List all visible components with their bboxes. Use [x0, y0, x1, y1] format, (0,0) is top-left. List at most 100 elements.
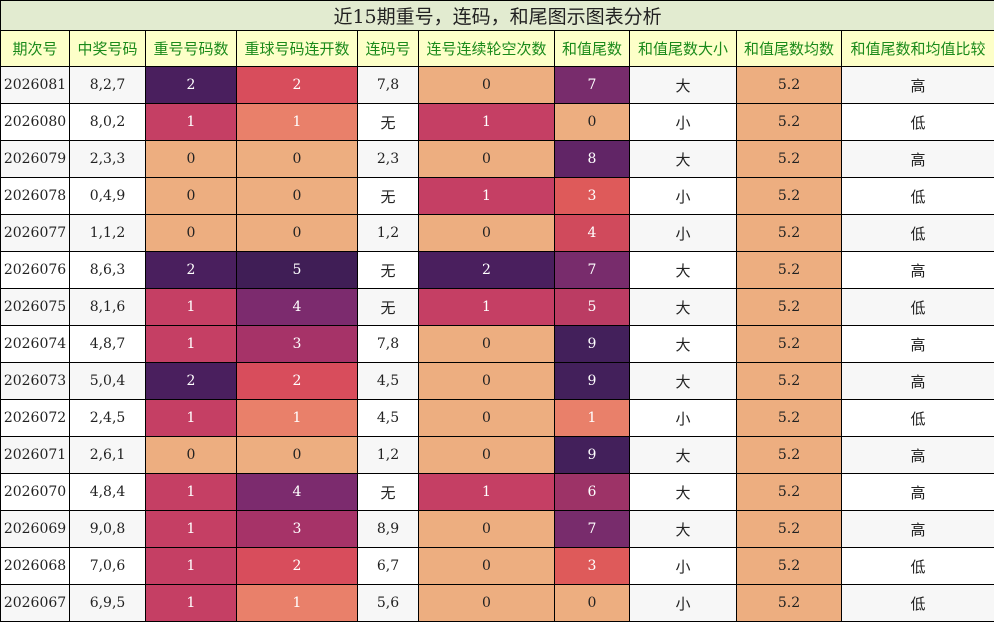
cell-numbers: 7,0,6 [69, 547, 146, 585]
cell-sum-tail: 5 [554, 288, 630, 326]
cell-repeat-streak: 3 [236, 325, 358, 363]
cell-size: 大 [629, 362, 737, 400]
cell-compare: 高 [840, 325, 994, 363]
cell-size: 小 [629, 547, 737, 585]
cell-period: 2026080 [0, 103, 70, 141]
cell-consec: 6,7 [357, 547, 419, 585]
cell-repeat-streak: 2 [236, 547, 358, 585]
cell-compare: 高 [840, 66, 994, 104]
header-avg: 和值尾数均数 [736, 30, 842, 67]
table-row: 2026074 4,8,7 1 3 7,8 0 9 大 5.2 高 [0, 325, 994, 363]
table-row: 2026078 0,4,9 0 0 无 1 3 小 5.2 低 [0, 177, 994, 215]
cell-consec-gap: 0 [418, 510, 555, 548]
cell-period: 2026076 [0, 251, 70, 289]
cell-avg: 5.2 [736, 510, 842, 548]
cell-sum-tail: 8 [554, 140, 630, 178]
cell-repeat-streak: 5 [236, 251, 358, 289]
cell-repeat-count: 1 [145, 325, 237, 363]
cell-compare: 高 [840, 251, 994, 289]
cell-sum-tail: 9 [554, 325, 630, 363]
cell-period: 2026068 [0, 547, 70, 585]
cell-sum-tail: 0 [554, 584, 630, 622]
cell-consec-gap: 0 [418, 399, 555, 437]
cell-consec: 1,2 [357, 214, 419, 252]
cell-repeat-streak: 4 [236, 473, 358, 511]
cell-period: 2026071 [0, 436, 70, 474]
cell-consec-gap: 0 [418, 547, 555, 585]
cell-size: 大 [629, 66, 737, 104]
cell-avg: 5.2 [736, 399, 842, 437]
cell-avg: 5.2 [736, 436, 842, 474]
cell-size: 大 [629, 251, 737, 289]
header-sum-tail: 和值尾数 [554, 30, 630, 67]
table-row: 2026079 2,3,3 0 0 2,3 0 8 大 5.2 高 [0, 140, 994, 178]
cell-numbers: 1,1,2 [69, 214, 146, 252]
cell-repeat-streak: 1 [236, 103, 358, 141]
cell-consec: 7,8 [357, 325, 419, 363]
cell-consec: 4,5 [357, 362, 419, 400]
table-row: 2026071 2,6,1 0 0 1,2 0 9 大 5.2 高 [0, 436, 994, 474]
cell-consec: 无 [357, 177, 419, 215]
cell-sum-tail: 3 [554, 177, 630, 215]
cell-compare: 低 [840, 288, 994, 326]
cell-avg: 5.2 [736, 473, 842, 511]
cell-size: 大 [629, 436, 737, 474]
cell-period: 2026075 [0, 288, 70, 326]
cell-repeat-count: 1 [145, 510, 237, 548]
cell-size: 小 [629, 214, 737, 252]
cell-numbers: 5,0,4 [69, 362, 146, 400]
cell-size: 小 [629, 177, 737, 215]
cell-sum-tail: 7 [554, 510, 630, 548]
cell-repeat-streak: 4 [236, 288, 358, 326]
cell-period: 2026070 [0, 473, 70, 511]
cell-size: 大 [629, 325, 737, 363]
cell-compare: 高 [840, 362, 994, 400]
cell-numbers: 8,0,2 [69, 103, 146, 141]
cell-size: 大 [629, 473, 737, 511]
cell-numbers: 6,9,5 [69, 584, 146, 622]
table-row: 2026076 8,6,3 2 5 无 2 7 大 5.2 高 [0, 251, 994, 289]
cell-compare: 高 [840, 473, 994, 511]
cell-sum-tail: 9 [554, 436, 630, 474]
cell-compare: 高 [840, 436, 994, 474]
cell-numbers: 8,1,6 [69, 288, 146, 326]
cell-consec-gap: 1 [418, 103, 555, 141]
cell-size: 大 [629, 288, 737, 326]
cell-consec-gap: 1 [418, 288, 555, 326]
cell-compare: 低 [840, 177, 994, 215]
header-repeat-count: 重号号码数 [145, 30, 237, 67]
cell-avg: 5.2 [736, 584, 842, 622]
cell-compare: 低 [840, 214, 994, 252]
cell-repeat-streak: 0 [236, 436, 358, 474]
cell-repeat-streak: 1 [236, 584, 358, 622]
cell-consec-gap: 0 [418, 325, 555, 363]
table-row: 2026070 4,8,4 1 4 无 1 6 大 5.2 高 [0, 473, 994, 511]
cell-compare: 高 [840, 510, 994, 548]
cell-numbers: 9,0,8 [69, 510, 146, 548]
cell-period: 2026079 [0, 140, 70, 178]
cell-numbers: 2,3,3 [69, 140, 146, 178]
cell-avg: 5.2 [736, 288, 842, 326]
header-size: 和值尾数大小 [629, 30, 737, 67]
table-row: 2026072 2,4,5 1 1 4,5 0 1 小 5.2 低 [0, 399, 994, 437]
cell-consec: 5,6 [357, 584, 419, 622]
table-title: 近15期重号，连码，和尾图示图表分析 [0, 0, 994, 31]
cell-repeat-streak: 0 [236, 214, 358, 252]
cell-numbers: 2,4,5 [69, 399, 146, 437]
cell-size: 小 [629, 584, 737, 622]
cell-avg: 5.2 [736, 214, 842, 252]
cell-repeat-count: 0 [145, 214, 237, 252]
cell-consec: 7,8 [357, 66, 419, 104]
cell-sum-tail: 4 [554, 214, 630, 252]
cell-sum-tail: 7 [554, 66, 630, 104]
cell-consec-gap: 0 [418, 362, 555, 400]
cell-numbers: 4,8,4 [69, 473, 146, 511]
cell-compare: 低 [840, 399, 994, 437]
cell-repeat-streak: 2 [236, 362, 358, 400]
cell-avg: 5.2 [736, 140, 842, 178]
cell-consec: 2,3 [357, 140, 419, 178]
cell-consec: 无 [357, 288, 419, 326]
cell-size: 大 [629, 140, 737, 178]
cell-repeat-count: 1 [145, 584, 237, 622]
